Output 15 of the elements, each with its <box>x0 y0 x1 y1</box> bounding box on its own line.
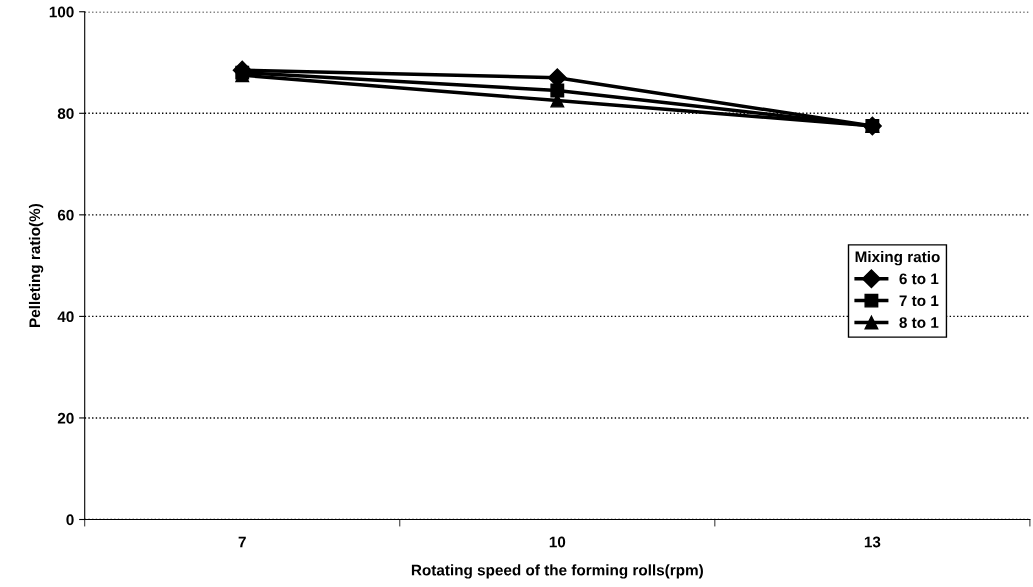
x-tick-label: 7 <box>238 536 246 548</box>
x-axis-title: Rotating speed of the forming rolls(rpm) <box>411 564 703 579</box>
y-tick-label: 100 <box>49 6 74 18</box>
y-tick-label: 60 <box>57 209 74 221</box>
x-tick-label: 13 <box>864 536 881 548</box>
legend-label: 7 to 1 <box>899 295 939 307</box>
y-tick-label: 80 <box>57 108 74 119</box>
y-axis-title: Pelleting ratio(%) <box>28 203 44 327</box>
y-tick-label: 0 <box>66 514 74 526</box>
legend-title: Mixing ratio <box>855 251 940 266</box>
legend-label: 6 to 1 <box>899 273 939 285</box>
y-tick-label: 20 <box>57 412 74 424</box>
legend-label: 8 to 1 <box>899 317 939 328</box>
x-tick-label: 10 <box>549 536 566 548</box>
y-tick-label: 40 <box>57 311 74 323</box>
